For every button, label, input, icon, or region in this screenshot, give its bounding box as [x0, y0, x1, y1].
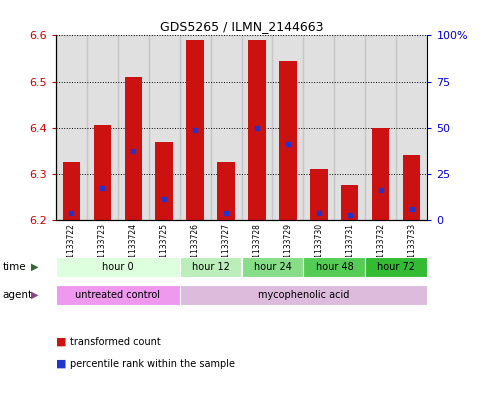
Bar — [334, 35, 366, 220]
Text: ■: ■ — [56, 358, 66, 369]
Bar — [149, 35, 180, 220]
Bar — [242, 35, 272, 220]
Bar — [62, 162, 80, 220]
Bar — [86, 35, 117, 220]
Bar — [156, 141, 172, 220]
Text: hour 48: hour 48 — [315, 262, 354, 272]
Bar — [366, 257, 427, 277]
Text: percentile rank within the sample: percentile rank within the sample — [70, 358, 235, 369]
Bar — [125, 77, 142, 220]
Bar — [56, 35, 86, 220]
Bar — [217, 162, 235, 220]
Bar — [94, 125, 111, 220]
Text: mycophenolic acid: mycophenolic acid — [258, 290, 349, 300]
Bar — [303, 35, 334, 220]
Bar — [186, 40, 203, 220]
Bar — [303, 257, 366, 277]
Text: untreated control: untreated control — [75, 290, 160, 300]
Bar — [180, 35, 211, 220]
Bar — [180, 257, 242, 277]
Bar — [341, 185, 358, 220]
Bar — [248, 40, 266, 220]
Text: agent: agent — [2, 290, 32, 300]
Bar — [56, 285, 180, 305]
Bar — [211, 35, 242, 220]
Bar — [397, 35, 427, 220]
Text: ▶: ▶ — [31, 290, 39, 300]
Bar — [366, 35, 397, 220]
Bar — [311, 169, 327, 220]
Text: hour 12: hour 12 — [192, 262, 229, 272]
Bar — [280, 61, 297, 220]
Bar — [180, 285, 427, 305]
Bar — [272, 35, 303, 220]
Bar — [372, 128, 389, 220]
Bar — [117, 35, 149, 220]
Text: transformed count: transformed count — [70, 337, 161, 347]
Title: GDS5265 / ILMN_2144663: GDS5265 / ILMN_2144663 — [160, 20, 323, 33]
Bar — [242, 257, 303, 277]
Text: hour 0: hour 0 — [102, 262, 133, 272]
Text: ■: ■ — [56, 337, 66, 347]
Bar — [403, 155, 421, 220]
Text: ▶: ▶ — [31, 262, 39, 272]
Bar — [56, 257, 180, 277]
Text: hour 72: hour 72 — [377, 262, 415, 272]
Text: hour 24: hour 24 — [254, 262, 291, 272]
Text: time: time — [2, 262, 26, 272]
